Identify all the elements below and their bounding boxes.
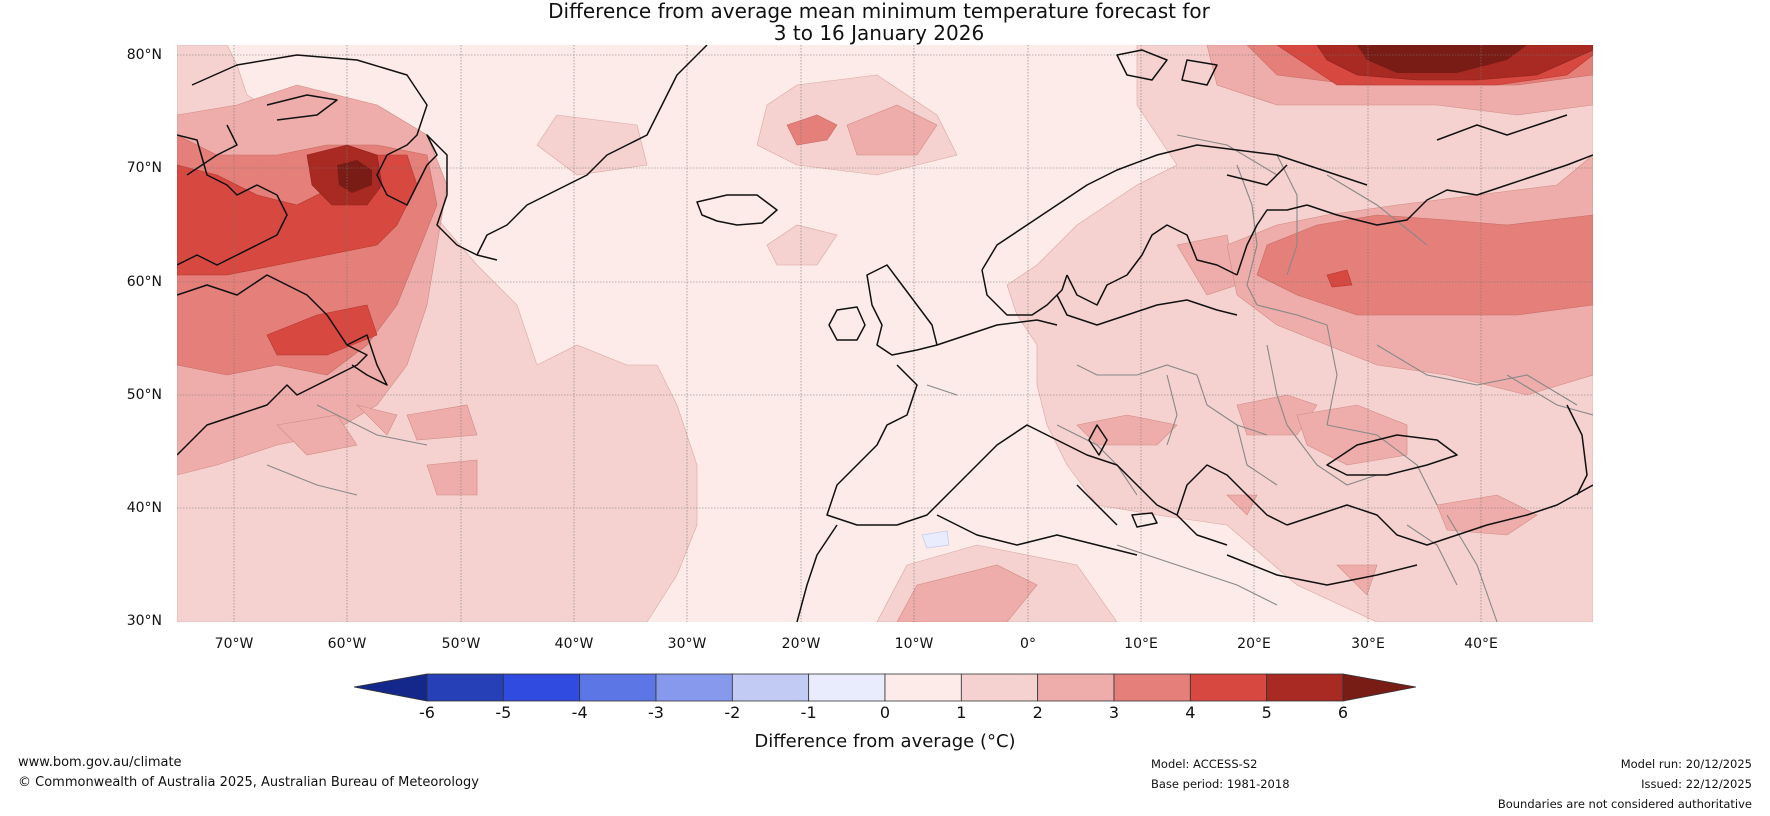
ireland-coast [828, 306, 866, 341]
graticule [177, 45, 1593, 622]
colorbar-tick-label: -1 [800, 703, 817, 722]
colorbar-cell [502, 673, 581, 702]
lon-label-0: 0° [1020, 636, 1036, 652]
lon-label-40e: 40°E [1464, 636, 1498, 652]
colorbar-arrow-low [353, 673, 428, 702]
colorbar-tick-label: -5 [495, 703, 512, 722]
great-britain-coast [866, 264, 938, 356]
lat-label-80n: 80°N [126, 47, 162, 63]
colorbar-cell [1266, 673, 1344, 702]
colorbar-tick-label: 6 [1337, 703, 1349, 722]
colorbar-cell [960, 673, 1039, 702]
colorbar-cell [1037, 673, 1115, 702]
footer-issued: Issued: 22/12/2025 [1641, 777, 1752, 791]
colorbar-cell [884, 673, 962, 702]
colorbar-tick-label: 5 [1261, 703, 1272, 722]
anomaly-band-negative [921, 530, 950, 549]
lat-label-60n: 60°N [126, 274, 162, 290]
colorbar-tick-label: 2 [1032, 703, 1043, 722]
footer-model: Model: ACCESS-S2 [1151, 757, 1258, 771]
lon-label-60w: 60°W [327, 636, 367, 652]
colorbar-cell [1113, 673, 1191, 702]
colorbar-tick-label: -4 [571, 703, 588, 722]
lon-label-40w: 40°W [554, 636, 594, 652]
lon-label-10e: 10°E [1124, 636, 1158, 652]
footer-model-run: Model run: 20/12/2025 [1620, 757, 1752, 771]
colorbar-tick-label: 0 [879, 703, 891, 722]
footer-website: www.bom.gov.au/climate [18, 755, 182, 770]
colorbar [353, 673, 1417, 702]
colorbar-tick-label: 1 [956, 703, 967, 722]
colorbar-tick-label: -2 [724, 703, 741, 722]
colorbar-cell [655, 673, 733, 702]
lon-label-10w: 10°W [894, 636, 934, 652]
colorbar-cell [808, 673, 886, 702]
colorbar-cell [426, 673, 504, 702]
lon-label-30e: 30°E [1351, 636, 1385, 652]
lon-label-20e: 20°E [1237, 636, 1271, 652]
lat-label-40n: 40°N [126, 500, 162, 516]
title-line-2: 3 to 16 January 2026 [773, 21, 985, 45]
lon-label-20w: 20°W [781, 636, 821, 652]
temperature-anomaly-map [177, 45, 1593, 622]
iceland-coast [696, 194, 778, 226]
colorbar-cell [1189, 673, 1268, 702]
country-borders [266, 134, 1593, 622]
colorbar-tick-label: 3 [1108, 703, 1120, 722]
footer-copyright: © Commonwealth of Australia 2025, Austra… [18, 775, 479, 790]
colorbar-arrow-high [1342, 673, 1417, 702]
lat-label-50n: 50°N [126, 387, 162, 403]
footer-base-period: Base period: 1981-2018 [1151, 777, 1290, 791]
footer-disclaimer: Boundaries are not considered authoritat… [1497, 797, 1752, 811]
colorbar-label: Difference from average (°C) [754, 731, 1016, 752]
coastlines [177, 45, 1593, 622]
colorbar-tick-label: -3 [648, 703, 664, 722]
colorbar-cell [731, 673, 810, 702]
title-line-1: Difference from average mean minimum tem… [548, 0, 1210, 23]
colorbar-tick-label: -6 [419, 703, 435, 722]
map-title: Difference from average mean minimum tem… [0, 0, 1764, 44]
colorbar-tick-label: 4 [1185, 703, 1196, 722]
lon-label-70w: 70°W [214, 636, 254, 652]
lat-label-30n: 30°N [126, 613, 162, 629]
lon-label-30w: 30°W [667, 636, 707, 652]
lon-label-50w: 50°W [441, 636, 481, 652]
lat-label-70n: 70°N [126, 160, 162, 176]
colorbar-cell [579, 673, 657, 702]
